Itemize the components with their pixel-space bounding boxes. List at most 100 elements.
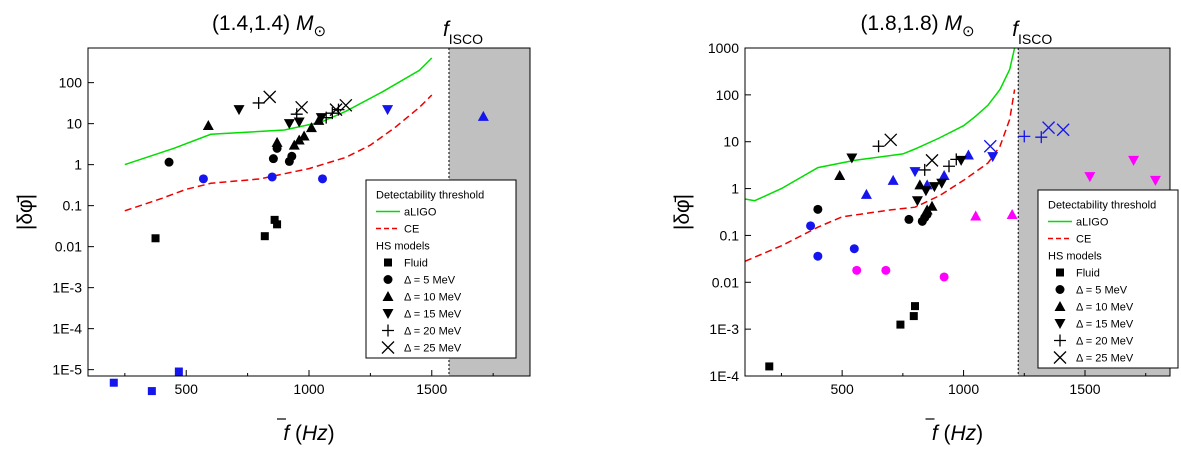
data-point-triangle-down [1149, 175, 1161, 186]
chart-title-sun-symbol: ⊙ [313, 23, 326, 40]
data-point-triangle-up [298, 130, 310, 141]
x-axis-label: f (Hz) [283, 422, 334, 445]
x-axis-label: f (Hz) [932, 422, 983, 445]
data-point-square [151, 234, 160, 243]
data-point-circle [849, 244, 859, 254]
data-point-plus [320, 111, 333, 124]
isco-label-subscript: ISCO [1018, 31, 1052, 47]
legend-label-d15: Δ = 15 MeV [404, 309, 462, 321]
legend-label-aligo: aLIGO [1076, 217, 1109, 229]
data-point-cross [329, 103, 343, 117]
legend: Detectability threshold aLIGO CE HS models F… [1037, 189, 1179, 369]
x-axis-label-unit: Hz [302, 422, 328, 445]
data-point-triangle-down [1128, 155, 1140, 166]
data-point-triangle-down [283, 119, 295, 130]
x-axis-label-unit: Hz [951, 422, 977, 445]
x-tick-label: 1000 [948, 381, 979, 397]
legend-box [365, 179, 517, 359]
legend-marker-cross [381, 341, 395, 354]
data-point-plus [332, 103, 345, 116]
data-point-triangle-down [987, 152, 999, 163]
y-tick-label: 1 [74, 157, 82, 173]
data-point-cross [1042, 121, 1056, 135]
data-point-circle [198, 174, 208, 184]
x-axis-label-f: f [283, 422, 291, 445]
data-point-circle [939, 272, 949, 282]
y-tick-label: 10 [723, 134, 739, 150]
x-axis-label-open-paren: ( [289, 422, 302, 445]
y-tick-label: 1 [731, 181, 739, 197]
data-point-cross [1056, 123, 1070, 137]
x-tick-label: 1500 [1069, 381, 1100, 397]
data-point-square [270, 215, 279, 224]
data-point-triangle-down [382, 105, 394, 116]
y-tick-label: 0.1 [720, 227, 740, 243]
data-point-circle [881, 265, 891, 275]
data-point-square [911, 302, 919, 311]
data-point-circle [813, 251, 823, 261]
data-point-circle [267, 172, 277, 182]
legend-box [1037, 189, 1179, 369]
data-point-square [896, 320, 905, 329]
ce-threshold-curve [124, 94, 433, 212]
data-point-triangle-up [834, 170, 846, 181]
y-tick-label: 1E-4 [709, 368, 739, 384]
legend-marker-circle [383, 275, 393, 284]
data-point-plus [950, 153, 963, 166]
data-point-plus [252, 96, 265, 109]
y-tick-label: 10 [66, 116, 82, 132]
legend-marker-square [384, 258, 392, 267]
y-tick-label: 0.1 [63, 198, 83, 214]
y-tick-label: 1000 [708, 40, 739, 56]
x-axis-label-close-paren: ) [328, 422, 335, 445]
x-tick-label: 1500 [416, 381, 447, 397]
chart-title-values: (1.8,1.8) [860, 12, 944, 35]
x-axis-label-open-paren: ( [938, 422, 951, 445]
legend-label-ce: CE [404, 224, 419, 236]
aligo-threshold-curve [744, 47, 1016, 202]
data-point-triangle-down [1084, 172, 1096, 183]
data-point-triangle-up [305, 122, 317, 133]
legend: Detectability threshold aLIGO CE HS models F… [365, 179, 517, 359]
data-point-cross [983, 139, 997, 153]
isco-label-f: f [1012, 18, 1020, 41]
legend-label-fluid: Fluid [404, 258, 428, 270]
data-point-triangle-up [477, 110, 489, 121]
isco-label: fISCO [443, 18, 483, 47]
legend-label-hs_title: HS models [376, 241, 430, 253]
data-point-plus [872, 140, 885, 153]
data-point-circle [287, 151, 297, 161]
legend-label-fluid: Fluid [1076, 268, 1100, 280]
legend-marker-plus [382, 324, 394, 337]
legend-label-d15: Δ = 15 MeV [1076, 319, 1134, 331]
data-point-triangle-up [202, 120, 214, 131]
data-point-triangle-down [920, 186, 932, 197]
legend-label-d10: Δ = 10 MeV [404, 292, 462, 304]
chart-panel-left: 500 1000 1500 1E-5 1E-4 1E-3 0.01 0.1 1 10 100 (1.4… [14, 12, 531, 445]
data-point-triangle-down [909, 167, 921, 178]
data-point-triangle-up [938, 170, 950, 181]
data-point-cross [925, 153, 939, 167]
y-tick-label: 100 [716, 87, 740, 103]
data-point-circle [268, 154, 278, 164]
data-point-square [147, 387, 156, 396]
chart-title-mass: M [944, 12, 962, 35]
data-point-triangle-up [288, 139, 300, 150]
data-point-plus [1035, 131, 1048, 144]
legend-label-d5: Δ = 5 MeV [404, 275, 456, 287]
legend-label-d20: Δ = 20 MeV [404, 326, 462, 338]
data-point-triangle-up [271, 136, 283, 147]
data-point-circle [852, 265, 862, 275]
legend-label-d10: Δ = 10 MeV [1076, 302, 1134, 314]
x-axis-label-close-paren: ) [976, 422, 983, 445]
y-tick-label: 1E-3 [709, 321, 739, 337]
legend-marker-cross [1053, 351, 1067, 364]
legend-label-ce: CE [1076, 234, 1091, 246]
isco-label-subscript: ISCO [449, 31, 483, 47]
y-tick-label: 1E-4 [52, 321, 82, 337]
isco-label-f: f [443, 18, 451, 41]
data-point-square [909, 312, 918, 321]
data-point-triangle-up [921, 204, 933, 215]
legend-marker-triangle-up [1054, 301, 1066, 311]
y-tick-label: 1E-3 [52, 280, 82, 296]
